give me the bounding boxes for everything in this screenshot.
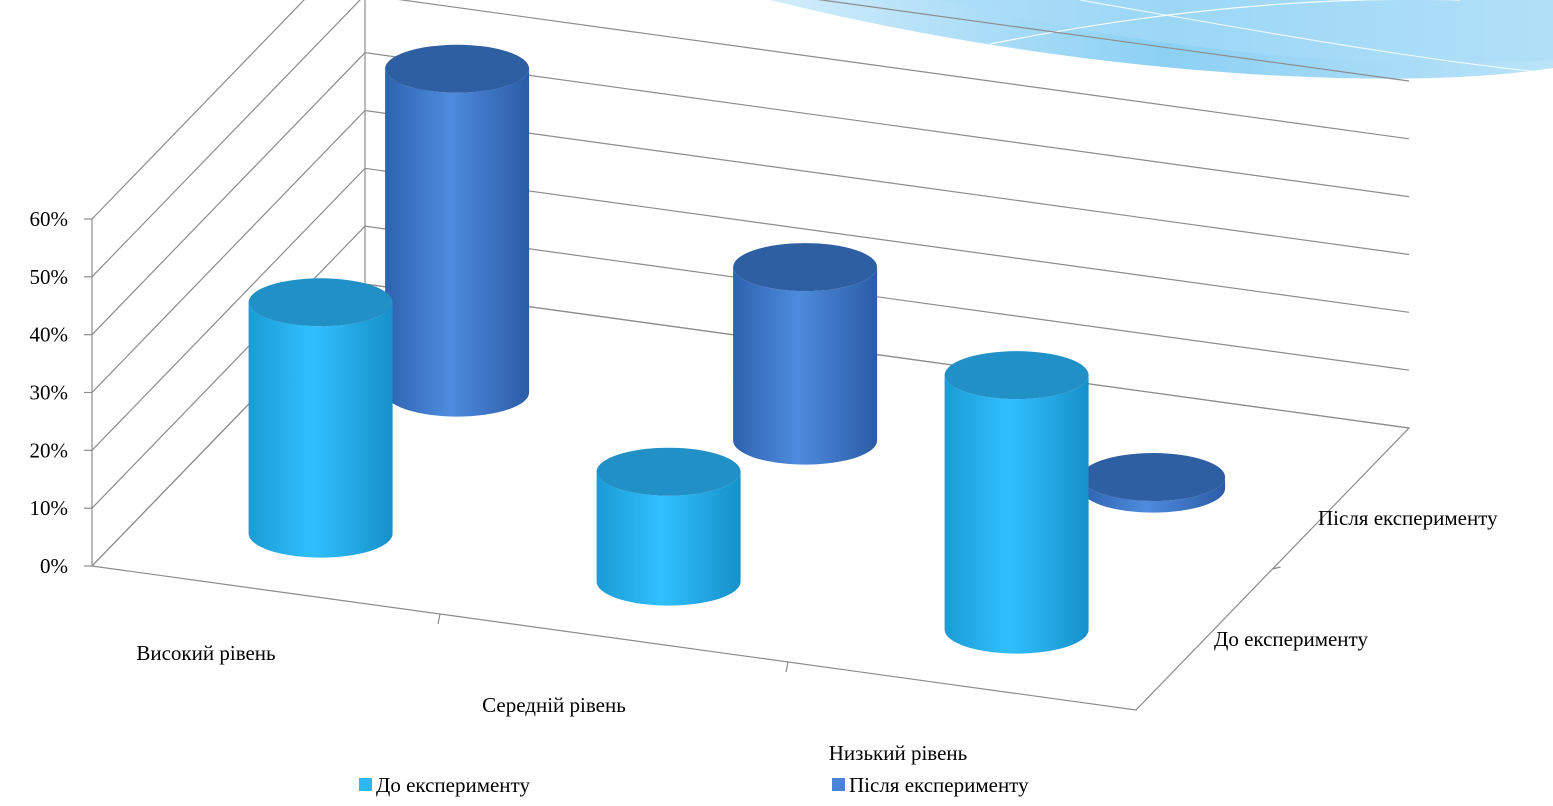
cylinder-bar — [733, 243, 878, 465]
legend: До експерименту Після експерименту — [359, 773, 1029, 797]
cylinder-bar-body — [1081, 477, 1226, 513]
depth-label: Після експерименту — [1318, 506, 1498, 530]
cylinder-bar-body — [248, 302, 393, 558]
cylinder-bar — [944, 351, 1089, 654]
x-tick — [437, 613, 441, 625]
axis-labels: 0% 10% 20% 30% 40% 50% 60% Високий рівень Середн… — [30, 207, 1499, 765]
y-tick-label: 60% — [30, 207, 69, 231]
category-label: Низький рівень — [829, 741, 967, 765]
y-tick-label: 10% — [30, 496, 69, 520]
cylinder-bar-top — [385, 44, 530, 93]
bars — [248, 44, 1226, 654]
x-tick — [785, 661, 789, 673]
cylinder-bar-body — [596, 471, 741, 606]
legend-label: До експерименту — [376, 773, 530, 797]
gridline — [91, 0, 1410, 278]
y-tick-label: 0% — [40, 554, 68, 578]
y-tick-label: 30% — [30, 381, 69, 405]
category-label: Середній рівень — [482, 693, 626, 717]
cylinder-bar-top — [944, 351, 1089, 400]
cylinder-bar — [385, 44, 530, 417]
y-tick-label: 50% — [30, 265, 69, 289]
legend-item: Після експерименту — [832, 773, 1029, 797]
cylinder-bar-body — [385, 68, 530, 417]
legend-swatch — [832, 778, 845, 791]
cylinder-bar-body — [733, 267, 878, 465]
cylinder-bar-top — [733, 243, 878, 292]
depth-tick — [1272, 566, 1281, 570]
legend-item: До експерименту — [359, 773, 530, 797]
cylinder-bar-top — [248, 278, 393, 327]
cylinder-bar-top — [1081, 453, 1226, 502]
depth-label: До експерименту — [1214, 627, 1368, 651]
cylinder-bar — [248, 278, 393, 558]
legend-swatch — [359, 778, 372, 791]
legend-label: Після експерименту — [849, 773, 1029, 797]
category-label: Високий рівень — [136, 641, 275, 665]
cylinder-bar-top — [596, 447, 741, 496]
gridline — [91, 0, 1410, 220]
y-tick-label: 40% — [30, 323, 69, 347]
cylinder-bar-body — [944, 375, 1089, 654]
cylinder-bar — [596, 447, 741, 606]
cylinder-bar — [1081, 453, 1226, 513]
y-tick-label: 20% — [30, 438, 69, 462]
